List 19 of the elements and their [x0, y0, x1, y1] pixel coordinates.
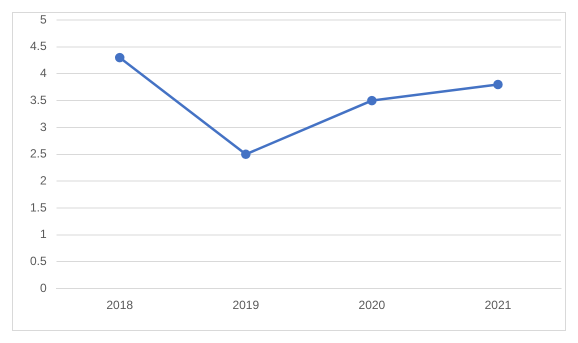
point — [114, 52, 124, 62]
point — [493, 80, 503, 90]
x-tick-label: 2020 — [358, 298, 386, 312]
y-tick-label: 1.5 — [30, 200, 47, 214]
y-tick-label: 2 — [40, 173, 47, 188]
point — [241, 150, 251, 160]
y-tick-label: 1 — [40, 227, 47, 242]
y-tick-label: 5 — [40, 12, 47, 26]
x-tick-label: 2018 — [106, 298, 134, 312]
y-tick-label: 0.5 — [30, 254, 47, 268]
y-tick-label: 4.5 — [30, 39, 47, 54]
x-tick-label: 2021 — [484, 298, 512, 312]
y-tick-label: 0 — [40, 280, 47, 295]
y-tick-label: 3.5 — [30, 92, 47, 107]
y-tick-label: 4 — [40, 66, 47, 80]
y-tick-label: 2.5 — [30, 146, 47, 161]
point — [367, 96, 377, 106]
x-tick-label: 2019 — [232, 298, 260, 312]
y-tick-label: 3 — [40, 120, 47, 134]
